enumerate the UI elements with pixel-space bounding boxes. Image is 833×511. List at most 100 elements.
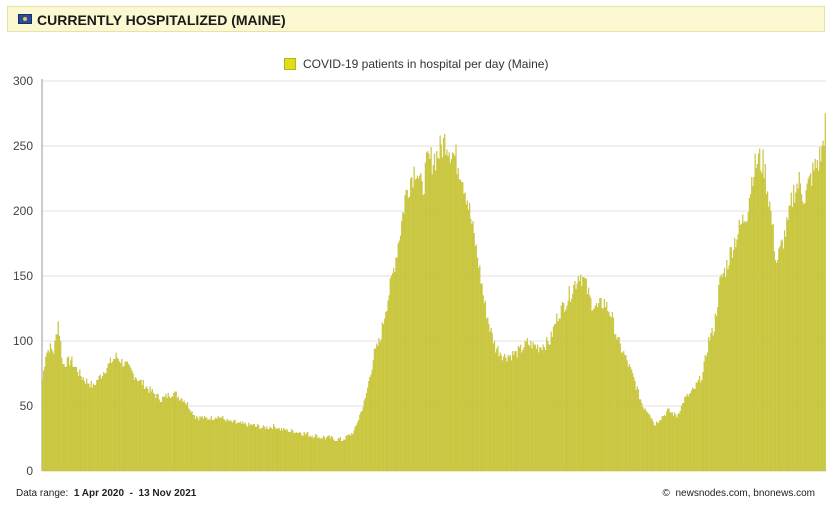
- bar[interactable]: [480, 283, 482, 472]
- bar[interactable]: [257, 424, 259, 472]
- bar[interactable]: [396, 257, 398, 472]
- bar[interactable]: [242, 421, 244, 472]
- bar[interactable]: [121, 359, 123, 472]
- bar[interactable]: [246, 426, 249, 472]
- bar[interactable]: [621, 352, 624, 472]
- bar[interactable]: [699, 376, 701, 472]
- bar[interactable]: [508, 356, 510, 472]
- bar[interactable]: [680, 405, 683, 472]
- bar[interactable]: [104, 373, 106, 472]
- bar[interactable]: [186, 402, 189, 472]
- bar[interactable]: [365, 392, 368, 472]
- bar[interactable]: [226, 418, 228, 472]
- bar[interactable]: [599, 298, 601, 472]
- bar[interactable]: [49, 343, 51, 472]
- bar[interactable]: [755, 168, 757, 472]
- bar[interactable]: [628, 364, 630, 472]
- bar[interactable]: [723, 268, 726, 472]
- bar[interactable]: [339, 437, 342, 472]
- bar[interactable]: [578, 281, 581, 472]
- bar[interactable]: [653, 425, 655, 472]
- bar[interactable]: [455, 144, 457, 472]
- bar[interactable]: [128, 364, 130, 472]
- bar[interactable]: [469, 203, 471, 472]
- bar[interactable]: [86, 378, 88, 472]
- bar[interactable]: [56, 334, 58, 472]
- bar[interactable]: [374, 348, 377, 472]
- bar[interactable]: [45, 356, 47, 472]
- bar[interactable]: [421, 181, 423, 472]
- bar[interactable]: [386, 311, 388, 472]
- bar[interactable]: [464, 192, 466, 472]
- bar[interactable]: [220, 417, 223, 472]
- bar[interactable]: [207, 420, 209, 472]
- bar[interactable]: [611, 312, 613, 472]
- bar[interactable]: [594, 305, 596, 472]
- bar[interactable]: [151, 389, 153, 472]
- bar[interactable]: [296, 433, 298, 472]
- bar[interactable]: [754, 153, 756, 472]
- bar[interactable]: [125, 361, 127, 472]
- bar[interactable]: [331, 437, 334, 472]
- bar[interactable]: [154, 394, 156, 472]
- bar[interactable]: [368, 381, 370, 472]
- bar[interactable]: [77, 372, 79, 472]
- bar[interactable]: [164, 396, 166, 472]
- bar[interactable]: [280, 428, 283, 472]
- bar[interactable]: [295, 431, 297, 472]
- bar[interactable]: [793, 184, 795, 472]
- bar[interactable]: [225, 421, 227, 472]
- bar[interactable]: [507, 355, 509, 472]
- bar[interactable]: [478, 268, 480, 472]
- bar[interactable]: [771, 225, 773, 472]
- bar[interactable]: [126, 361, 129, 472]
- bar[interactable]: [495, 352, 497, 472]
- bar[interactable]: [206, 417, 208, 472]
- bar[interactable]: [387, 300, 389, 472]
- bar[interactable]: [766, 191, 769, 472]
- bar[interactable]: [734, 238, 736, 472]
- bar[interactable]: [203, 416, 206, 472]
- bar[interactable]: [143, 389, 146, 472]
- credit-text[interactable]: newsnodes.com, bnonews.com: [675, 488, 815, 499]
- bar[interactable]: [797, 188, 799, 472]
- bar[interactable]: [602, 308, 604, 472]
- bar[interactable]: [566, 305, 568, 472]
- bar[interactable]: [513, 355, 515, 472]
- bar[interactable]: [610, 317, 612, 472]
- bar[interactable]: [132, 373, 134, 472]
- bar[interactable]: [448, 152, 450, 472]
- bar[interactable]: [382, 324, 385, 472]
- bar[interactable]: [54, 340, 56, 472]
- bar[interactable]: [669, 412, 671, 472]
- bar[interactable]: [181, 398, 183, 472]
- bar[interactable]: [627, 366, 629, 472]
- bar[interactable]: [655, 421, 658, 472]
- bar[interactable]: [631, 369, 633, 472]
- bar[interactable]: [558, 318, 560, 472]
- bar[interactable]: [759, 148, 761, 472]
- bar[interactable]: [427, 151, 429, 472]
- bar[interactable]: [786, 217, 788, 472]
- bar[interactable]: [410, 178, 412, 472]
- bar[interactable]: [782, 248, 785, 472]
- bar[interactable]: [533, 344, 535, 472]
- bar[interactable]: [316, 434, 318, 472]
- bar[interactable]: [565, 309, 567, 472]
- bar[interactable]: [620, 352, 623, 472]
- bar[interactable]: [538, 352, 540, 472]
- bar[interactable]: [525, 342, 527, 472]
- bar[interactable]: [78, 376, 80, 472]
- bar[interactable]: [346, 435, 348, 472]
- bar[interactable]: [111, 363, 113, 472]
- bar[interactable]: [96, 379, 98, 472]
- bar[interactable]: [453, 153, 455, 472]
- bar[interactable]: [497, 346, 499, 472]
- bar[interactable]: [313, 437, 315, 472]
- bar[interactable]: [94, 385, 96, 472]
- bar[interactable]: [482, 295, 484, 472]
- bar[interactable]: [540, 347, 542, 472]
- bar[interactable]: [458, 179, 460, 472]
- bar[interactable]: [299, 431, 301, 472]
- bar[interactable]: [134, 377, 136, 472]
